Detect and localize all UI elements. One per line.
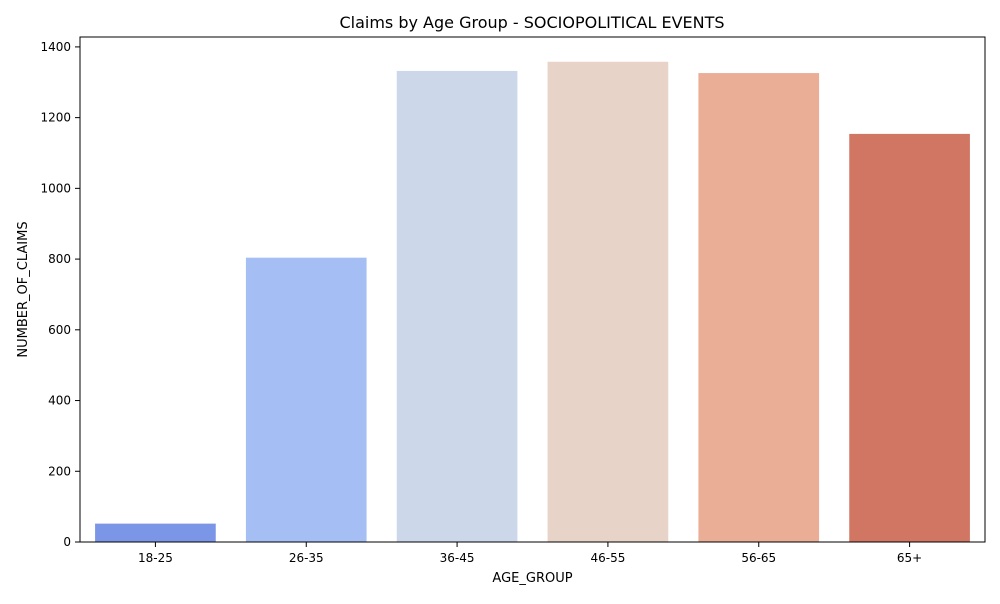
- chart-title: Claims by Age Group - SOCIOPOLITICAL EVE…: [339, 13, 724, 32]
- bar-56-65: [698, 73, 820, 543]
- y-tick-label: 600: [48, 323, 71, 337]
- x-axis-label: AGE_GROUP: [492, 571, 572, 586]
- y-axis-ticks: 0 200 400 600 800 1000 1200 1400: [40, 40, 80, 549]
- bar-18-25: [95, 523, 216, 542]
- y-tick-label: 1000: [40, 181, 71, 195]
- y-tick-label: 400: [48, 394, 71, 408]
- x-tick-label: 26-35: [289, 551, 324, 565]
- bar-46-55: [547, 61, 669, 542]
- x-tick-label: 65+: [897, 551, 922, 565]
- x-tick-label: 56-65: [741, 551, 776, 565]
- y-tick-label: 800: [48, 252, 71, 266]
- bars-group: [95, 61, 970, 543]
- x-tick-label: 46-55: [590, 551, 625, 565]
- y-tick-label: 1400: [40, 40, 71, 54]
- bar-26-35: [245, 257, 367, 542]
- x-axis-ticks: 18-25 26-35 36-45 46-55 56-65 65+: [138, 542, 922, 565]
- bar-36-45: [396, 70, 518, 542]
- y-tick-label: 200: [48, 464, 71, 478]
- plot-frame: [79, 36, 986, 543]
- y-axis-label: NUMBER_OF_CLAIMS: [16, 221, 31, 357]
- y-tick-label: 0: [63, 535, 71, 549]
- x-tick-label: 18-25: [138, 551, 173, 565]
- bar-65+: [849, 133, 970, 542]
- x-tick-label: 36-45: [440, 551, 475, 565]
- y-tick-label: 1200: [40, 111, 71, 125]
